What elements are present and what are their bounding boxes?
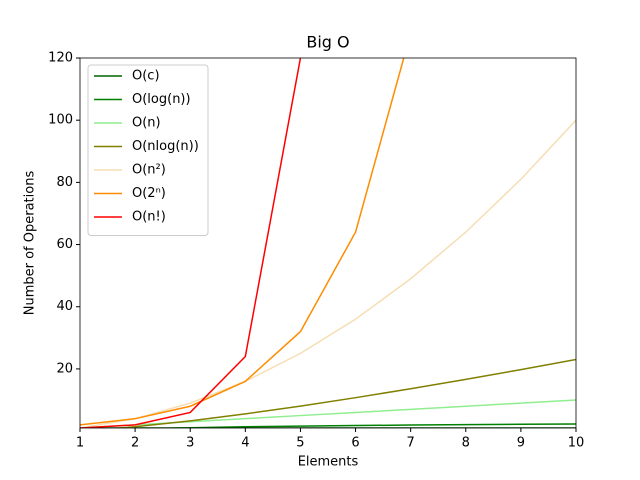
legend-label: O(n²): [132, 163, 166, 178]
x-tick-label: 8: [462, 436, 470, 451]
x-tick-label: 4: [241, 436, 249, 451]
x-tick-label: 5: [296, 436, 304, 451]
x-axis-label: Elements: [298, 455, 359, 470]
x-tick-label: 2: [131, 436, 139, 451]
legend-label: O(nlog(n)): [132, 139, 199, 154]
y-tick-label: 100: [48, 113, 73, 128]
y-tick-label: 60: [56, 237, 73, 252]
x-tick-label: 7: [407, 436, 415, 451]
chart-title: Big O: [306, 33, 349, 52]
x-tick-label: 1: [76, 436, 84, 451]
x-tick-label: 3: [186, 436, 194, 451]
axes-frame: [79, 57, 577, 429]
line: [144, 423, 576, 428]
legend-label: O(n!): [132, 210, 166, 225]
legend-label: O(2ⁿ): [132, 186, 166, 201]
x-tick-label: 9: [517, 436, 525, 451]
y-tick-label: 20: [56, 361, 73, 376]
line: [80, 119, 576, 428]
y-tick-label: 120: [48, 51, 73, 66]
y-tick-label: 40: [56, 299, 73, 314]
x-tick-label: 6: [351, 436, 359, 451]
legend-label: O(n): [132, 116, 161, 131]
line: [110, 358, 576, 428]
legend-label: O(c): [132, 69, 160, 84]
y-axis-label: Number of Operations: [23, 171, 38, 316]
plot-area: [80, 58, 576, 428]
line: [80, 58, 405, 426]
legend-label: O(log(n)): [132, 92, 191, 107]
y-tick-label: 80: [56, 175, 73, 190]
x-tick-label: 10: [568, 436, 585, 451]
